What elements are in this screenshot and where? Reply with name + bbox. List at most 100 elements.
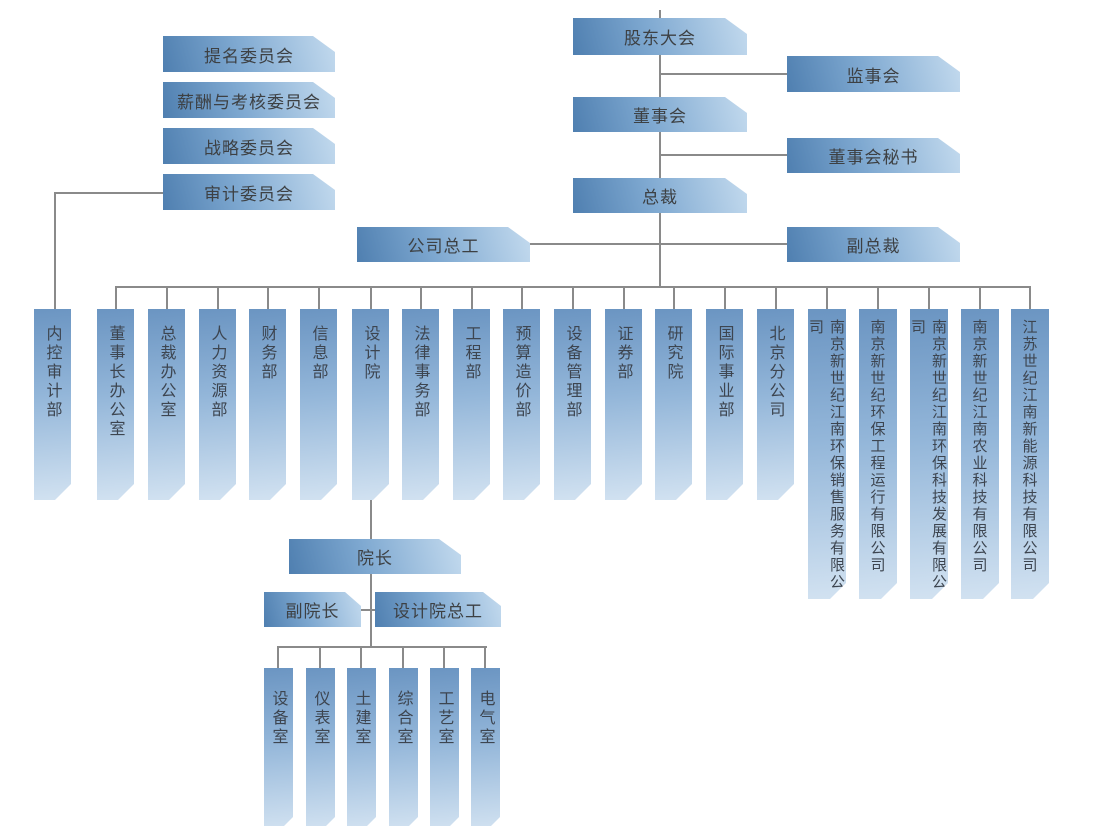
connector-drop <box>115 286 117 310</box>
connector-drop <box>370 286 372 310</box>
box-dept-research: 研究院 <box>655 309 692 500</box>
connector-drop <box>521 286 523 310</box>
box-room-equipment: 设备室 <box>264 668 293 826</box>
connector-vp-chiefeng-branch <box>529 243 788 245</box>
box-supervisory-board: 监事会 <box>787 56 960 92</box>
connector-drop <box>775 286 777 310</box>
box-dept-chairman-office: 董事长办公室 <box>97 309 134 500</box>
connector-drop <box>572 286 574 310</box>
connector-drop <box>1029 286 1031 310</box>
connector-top-stub <box>659 10 661 19</box>
box-label: 仪表室 <box>311 690 331 747</box>
connector-rooms-bus <box>277 646 487 648</box>
box-room-process: 工艺室 <box>430 668 459 826</box>
box-room-electrical: 电气室 <box>471 668 500 826</box>
box-dept-equipment-mgmt: 设备管理部 <box>554 309 591 500</box>
box-label: 院长 <box>357 549 393 569</box>
connector-room-drop <box>319 646 321 669</box>
box-dept-budget-cost: 预算造价部 <box>503 309 540 500</box>
connector-drop <box>420 286 422 310</box>
box-label: 法律事务部 <box>411 325 431 420</box>
box-label: 南京新世纪江南环保科技发展有限公司 <box>909 319 948 591</box>
box-label: 副总裁 <box>846 237 901 257</box>
box-subsidiary-sales-service: 南京新世纪江南环保销售服务有限公司 <box>808 309 846 599</box>
box-label: 设计院 <box>361 325 381 382</box>
connector-drop <box>826 286 828 310</box>
box-dept-president-office: 总裁办公室 <box>148 309 185 500</box>
box-label: 设备管理部 <box>563 325 583 420</box>
box-board-of-directors: 董事会 <box>573 97 747 132</box>
box-room-civil: 土建室 <box>347 668 376 826</box>
box-committee-audit: 审计委员会 <box>163 174 335 210</box>
box-label: 提名委员会 <box>204 46 294 67</box>
box-board-secretary: 董事会秘书 <box>787 138 960 173</box>
box-label: 审计委员会 <box>204 184 294 205</box>
box-subsidiary-agriculture-tech: 南京新世纪江南农业科技有限公司 <box>961 309 999 599</box>
box-label: 国际事业部 <box>715 325 735 420</box>
connector-drop <box>673 286 675 310</box>
connector-secretary-branch <box>660 154 788 156</box>
connector-room-drop <box>402 646 404 669</box>
box-label: 证券部 <box>614 325 634 382</box>
box-room-general: 综合室 <box>389 668 418 826</box>
box-label: 电气室 <box>476 690 496 747</box>
connector-room-drop <box>360 646 362 669</box>
box-label: 设备室 <box>269 690 289 747</box>
box-label: 公司总工 <box>407 237 480 257</box>
box-label: 北京分公司 <box>766 325 786 420</box>
connector-drop <box>928 286 930 310</box>
box-label: 工艺室 <box>435 690 455 747</box>
connector-drop <box>979 286 981 310</box>
box-label: 设计院总工 <box>393 602 483 622</box>
box-label: 南京新世纪环保工程运行有限公司 <box>868 319 887 574</box>
connector-president-bus <box>659 212 661 288</box>
box-room-instrument: 仪表室 <box>306 668 335 826</box>
box-dept-beijing-branch: 北京分公司 <box>757 309 794 500</box>
connector-drop <box>623 286 625 310</box>
box-president: 总裁 <box>573 178 747 213</box>
connector-room-drop <box>277 646 279 669</box>
box-label: 预算造价部 <box>512 325 532 420</box>
box-label: 总裁 <box>642 188 678 208</box>
box-label: 土建室 <box>352 690 372 747</box>
box-subsidiary-tech-development: 南京新世纪江南环保科技发展有限公司 <box>910 309 948 599</box>
box-committee-strategy: 战略委员会 <box>163 128 335 164</box>
connector-drop <box>471 286 473 310</box>
connector-drop <box>267 286 269 310</box>
box-dept-design-institute: 设计院 <box>352 309 389 500</box>
box-label: 副院长 <box>285 602 340 622</box>
box-label: 董事会 <box>633 107 687 127</box>
connector-vicedean-chief <box>358 609 378 611</box>
box-dean: 院长 <box>289 539 461 574</box>
box-company-chief-engineer: 公司总工 <box>357 227 530 262</box>
connector-institute-dean <box>370 484 372 540</box>
box-label: 监事会 <box>846 66 901 87</box>
box-label: 工程部 <box>462 325 482 382</box>
connector-room-drop <box>443 646 445 669</box>
box-internal-audit-dept: 内控审计部 <box>34 309 71 500</box>
box-dept-engineering: 工程部 <box>453 309 490 500</box>
connector-drop <box>166 286 168 310</box>
connector-drop <box>724 286 726 310</box>
box-shareholders-meeting: 股东大会 <box>573 18 747 55</box>
box-subsidiary-new-energy: 江苏世纪江南新能源科技有限公司 <box>1011 309 1049 599</box>
connector-drop <box>877 286 879 310</box>
box-label: 人力资源部 <box>208 325 228 420</box>
box-label: 薪酬与考核委员会 <box>177 92 321 113</box>
box-institute-chief-engineer: 设计院总工 <box>375 592 501 627</box>
box-label: 研究院 <box>664 325 684 382</box>
box-label: 董事会秘书 <box>828 148 919 168</box>
box-dept-hr: 人力资源部 <box>199 309 236 500</box>
box-dept-international: 国际事业部 <box>706 309 743 500</box>
box-vice-president: 副总裁 <box>787 227 960 262</box>
connector-room-drop <box>484 646 486 669</box>
box-label: 南京新世纪江南农业科技有限公司 <box>970 319 989 574</box>
box-label: 内控审计部 <box>43 325 63 420</box>
connector-audit-vertical <box>54 192 56 310</box>
box-vice-dean: 副院长 <box>264 592 361 627</box>
box-label: 江苏世纪江南新能源科技有限公司 <box>1020 319 1039 574</box>
box-label: 战略委员会 <box>204 138 294 159</box>
box-committee-compensation: 薪酬与考核委员会 <box>163 82 335 118</box>
box-label: 南京新世纪江南环保销售服务有限公司 <box>807 319 846 591</box>
box-label: 董事长办公室 <box>106 325 126 439</box>
